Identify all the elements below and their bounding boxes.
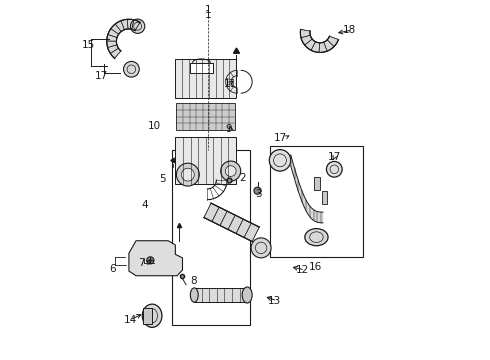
Text: 2: 2 — [239, 173, 245, 183]
Text: 14: 14 — [124, 315, 137, 325]
Circle shape — [176, 163, 199, 186]
Text: 8: 8 — [190, 276, 196, 286]
Text: 7: 7 — [138, 258, 145, 268]
Circle shape — [225, 166, 236, 176]
Text: 12: 12 — [295, 265, 309, 275]
Text: 5: 5 — [159, 174, 166, 184]
Circle shape — [123, 62, 139, 77]
Bar — [176, 103, 235, 130]
Bar — [194, 288, 247, 302]
Ellipse shape — [305, 229, 328, 246]
Ellipse shape — [190, 288, 198, 302]
Circle shape — [254, 187, 261, 194]
Circle shape — [220, 161, 241, 181]
Text: 15: 15 — [82, 40, 95, 50]
Text: 9: 9 — [225, 124, 231, 134]
Text: 6: 6 — [109, 264, 116, 274]
Circle shape — [181, 168, 194, 181]
Text: 17: 17 — [274, 133, 287, 143]
Ellipse shape — [242, 287, 252, 303]
Bar — [270, 146, 363, 257]
Text: 18: 18 — [343, 25, 356, 35]
Text: 16: 16 — [309, 262, 322, 272]
Text: 17: 17 — [95, 71, 108, 81]
Text: 17: 17 — [328, 152, 341, 162]
Polygon shape — [107, 19, 140, 58]
Ellipse shape — [142, 304, 162, 327]
Circle shape — [147, 257, 154, 264]
Bar — [143, 308, 152, 324]
Bar — [190, 63, 213, 73]
Circle shape — [251, 238, 271, 258]
Bar — [321, 192, 327, 204]
Text: 13: 13 — [268, 296, 281, 306]
Text: 11: 11 — [223, 78, 237, 89]
Text: 4: 4 — [141, 200, 147, 210]
Text: 1: 1 — [205, 5, 212, 15]
Text: 10: 10 — [147, 121, 160, 131]
Circle shape — [270, 150, 291, 171]
Bar — [175, 59, 236, 98]
Polygon shape — [300, 30, 339, 53]
Circle shape — [130, 19, 145, 33]
Circle shape — [326, 161, 342, 177]
Bar — [315, 177, 320, 190]
Bar — [175, 137, 236, 184]
Bar — [172, 150, 250, 325]
Text: 1: 1 — [205, 10, 212, 20]
Polygon shape — [204, 203, 259, 242]
Text: 3: 3 — [255, 189, 262, 199]
Polygon shape — [129, 241, 182, 276]
